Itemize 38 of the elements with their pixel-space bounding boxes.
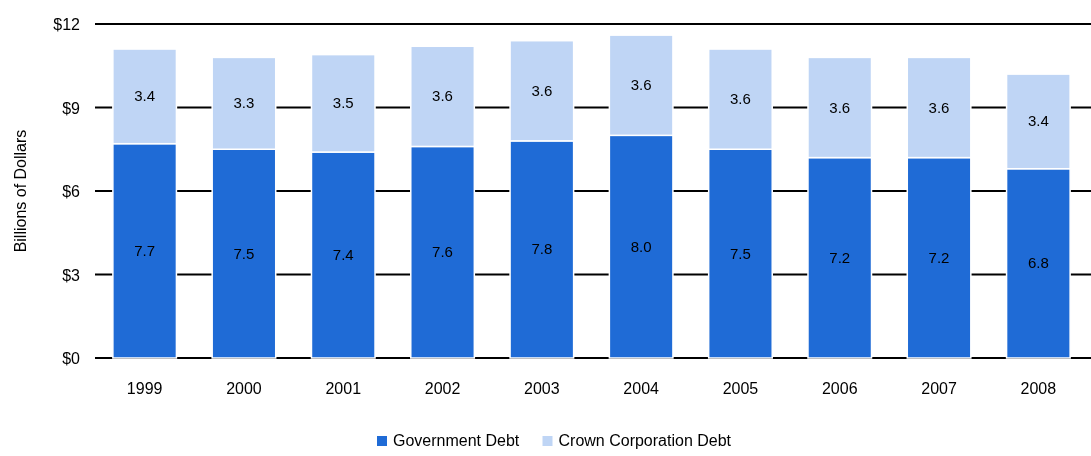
data-label: 3.4: [134, 87, 156, 105]
data-label: 3.4: [1027, 112, 1049, 130]
data-label: 3.6: [730, 90, 751, 108]
y-axis-title: Billions of Dollars: [12, 129, 29, 253]
y-tick-label: $12: [53, 16, 81, 33]
x-tick-label: 2001: [325, 380, 362, 397]
data-label: 3.6: [531, 81, 553, 99]
data-label: 6.8: [1027, 254, 1049, 272]
data-label: 7.2: [928, 248, 950, 266]
data-label: 3.3: [233, 94, 255, 112]
x-tick-label: 2003: [524, 380, 560, 397]
data-label: 7.4: [332, 246, 354, 264]
x-tick-label: 2004: [623, 380, 660, 397]
y-tick-label: $9: [62, 99, 81, 117]
legend-label: Crown Corporation Debt: [558, 432, 732, 449]
data-label: 3.6: [630, 76, 652, 94]
data-label: 7.2: [829, 248, 851, 266]
data-label: 3.6: [928, 98, 950, 116]
y-tick-label: $3: [62, 266, 81, 284]
data-label: 7.5: [233, 244, 255, 262]
data-label: 3.5: [332, 94, 354, 112]
data-label: 7.5: [730, 244, 751, 262]
x-tick-label: 2000: [226, 380, 262, 397]
data-label: 3.6: [432, 87, 453, 105]
x-tick-label: 2008: [1020, 380, 1057, 397]
x-tick-label: 2005: [722, 380, 759, 397]
y-tick-label: $0: [62, 350, 81, 367]
legend-label: Government Debt: [393, 432, 520, 449]
x-tick-label: 1999: [126, 380, 163, 397]
x-tick-label: 2002: [424, 380, 461, 397]
data-label: 7.7: [134, 241, 156, 259]
data-label: 8.0: [630, 237, 652, 255]
data-label: 7.6: [432, 243, 453, 261]
y-tick-label: $6: [62, 183, 81, 200]
x-tick-label: 2006: [821, 380, 858, 397]
data-label: 7.8: [531, 240, 553, 258]
x-tick-label: 2007: [921, 380, 957, 397]
data-label: 3.6: [829, 98, 851, 116]
